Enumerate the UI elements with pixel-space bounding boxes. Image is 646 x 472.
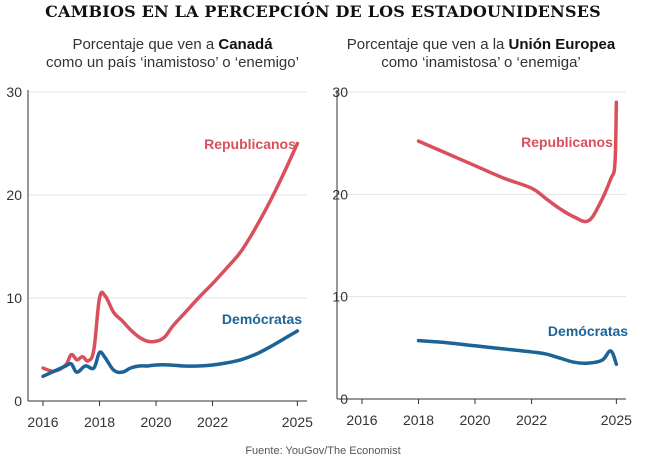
x-tick-label: 2018 <box>84 414 115 430</box>
y-tick-label: 20 <box>332 186 348 202</box>
y-tick-label: 10 <box>6 290 22 306</box>
series-line-republicanos <box>41 141 300 373</box>
x-tick-label: 2020 <box>140 414 171 430</box>
left-chart-subtitle: Porcentaje que ven a Canadá como un país… <box>20 36 325 72</box>
left-subtitle-prefix: Porcentaje que ven a <box>72 36 219 53</box>
x-tick-label: 2022 <box>516 412 547 428</box>
y-tick-label: 0 <box>14 393 22 409</box>
source-note: Fuente: YouGov/The Economist <box>245 445 401 457</box>
y-tick-label: 30 <box>6 84 22 100</box>
series-label-democratas: Demócratas <box>548 323 628 339</box>
x-tick-label: 2018 <box>403 412 434 428</box>
x-tick-label: 2020 <box>459 412 490 428</box>
y-tick-label: 30 <box>332 84 348 100</box>
left-subtitle-line2: como un país ‘inamistoso’ o ‘enemigo’ <box>46 54 299 71</box>
right-subtitle-prefix: Porcentaje que ven a la <box>346 36 509 53</box>
x-tick-label: 2025 <box>282 414 313 430</box>
x-tick-label: 2025 <box>601 412 632 428</box>
x-tick-label: 2022 <box>197 414 228 430</box>
series-line-democratas <box>416 338 619 366</box>
main-title: CAMBIOS EN LA PERCEPCIÓN DE LOS ESTADOUN… <box>45 2 601 21</box>
right-subtitle-line2: como ‘inamistosa’ o ‘enemiga’ <box>381 54 581 71</box>
x-tick-label: 2016 <box>346 412 377 428</box>
right-chart-subtitle: Porcentaje que ven a la Unión Europea co… <box>326 36 636 72</box>
right-subtitle-bold: Unión Europea <box>508 36 616 53</box>
left-subtitle-bold: Canadá <box>218 36 273 53</box>
y-tick-label: 10 <box>332 289 348 305</box>
series-label-democratas: Demócratas <box>222 311 302 327</box>
y-tick-label: 20 <box>6 187 22 203</box>
series-line-republicanos <box>416 100 619 224</box>
x-tick-label: 2016 <box>27 414 58 430</box>
series-line-democratas <box>41 329 300 379</box>
series-label-republicanos: Republicanos <box>521 134 613 150</box>
series-label-republicanos: Republicanos <box>204 136 296 152</box>
